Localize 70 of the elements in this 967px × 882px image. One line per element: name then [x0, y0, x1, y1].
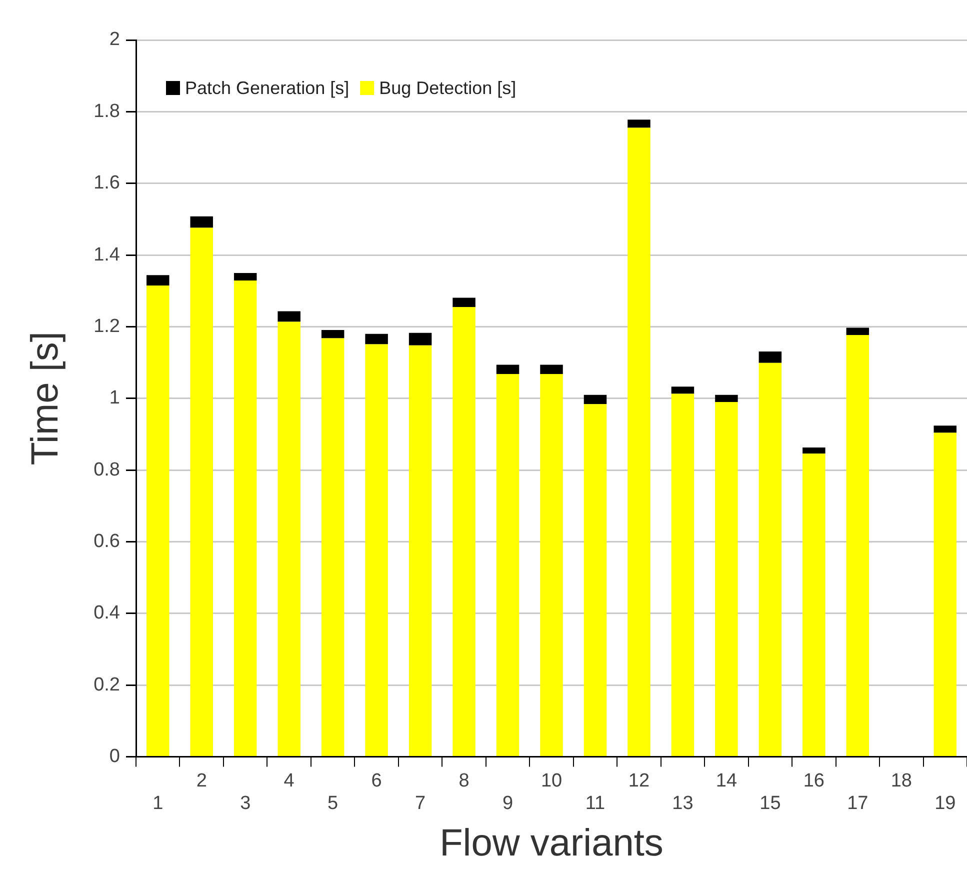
bar [802, 454, 826, 756]
x-tick-label: 12 [628, 770, 650, 792]
bar [365, 334, 388, 344]
x-tick-label: 8 [458, 770, 470, 792]
x-tick-label: 6 [371, 770, 382, 792]
bar [408, 345, 432, 756]
x-tick-label: 15 [760, 793, 781, 814]
bar [321, 338, 344, 756]
x-axis-title: Flow variants [440, 822, 664, 865]
y-tick-label: 0.2 [94, 674, 120, 696]
legend-label: Patch Generation [s] [185, 78, 350, 98]
x-tick-label: 11 [585, 793, 606, 814]
y-tick-label: 2 [109, 29, 120, 50]
x-tick-label: 2 [196, 770, 207, 792]
y-tick-label: 1.4 [94, 244, 120, 266]
x-tick-label: 10 [540, 770, 562, 792]
bar [802, 448, 826, 454]
bar [846, 328, 870, 335]
bar [321, 330, 344, 338]
bar [671, 386, 694, 394]
bar [628, 120, 650, 128]
bar [628, 128, 650, 756]
y-axis-title: Time [s] [24, 332, 66, 466]
x-tick-label: 9 [502, 793, 514, 814]
bar [758, 362, 782, 756]
x-tick-label: 7 [415, 793, 426, 814]
y-tick-label: 1 [109, 388, 120, 409]
bar [715, 402, 738, 756]
bar [190, 228, 213, 756]
x-tick-label: 19 [934, 793, 956, 814]
y-tick-label: 0.4 [94, 602, 120, 624]
x-tick-label: 4 [284, 770, 295, 792]
bar [715, 394, 738, 402]
y-tick-label: 1.6 [94, 172, 120, 194]
y-tick-label: 0 [109, 746, 120, 768]
bar [496, 374, 520, 756]
bar [758, 351, 782, 363]
bar [671, 394, 694, 756]
bar [496, 364, 520, 374]
bar [934, 432, 957, 756]
bar [540, 364, 563, 374]
x-tick-label: 16 [803, 770, 824, 792]
x-tick-label: 18 [890, 770, 912, 792]
bar [234, 280, 257, 756]
bar [846, 334, 870, 756]
x-tick-label: 3 [240, 793, 251, 814]
x-tick-label: 14 [716, 770, 738, 792]
bar [452, 307, 476, 756]
y-tick-label: 1.2 [94, 316, 120, 337]
legend-label: Bug Detection [s] [379, 78, 516, 98]
y-tick-label: 0.6 [94, 530, 120, 552]
bar [278, 311, 300, 322]
x-tick-label: 17 [847, 793, 868, 814]
bar [146, 275, 170, 286]
bar [934, 426, 957, 433]
x-tick-label: 5 [328, 793, 338, 814]
y-tick-label: 1.8 [94, 100, 120, 122]
x-tick-label: 13 [672, 793, 694, 814]
bar [146, 286, 170, 756]
bar [584, 404, 607, 756]
bar [452, 298, 476, 308]
bar [190, 216, 213, 228]
bar [540, 374, 563, 756]
y-tick-label: 0.8 [94, 459, 120, 480]
bar [408, 332, 432, 346]
bar [234, 272, 257, 280]
bar [584, 394, 607, 404]
bar [278, 322, 300, 756]
x-tick-label: 1 [152, 793, 164, 814]
bar [365, 344, 388, 756]
